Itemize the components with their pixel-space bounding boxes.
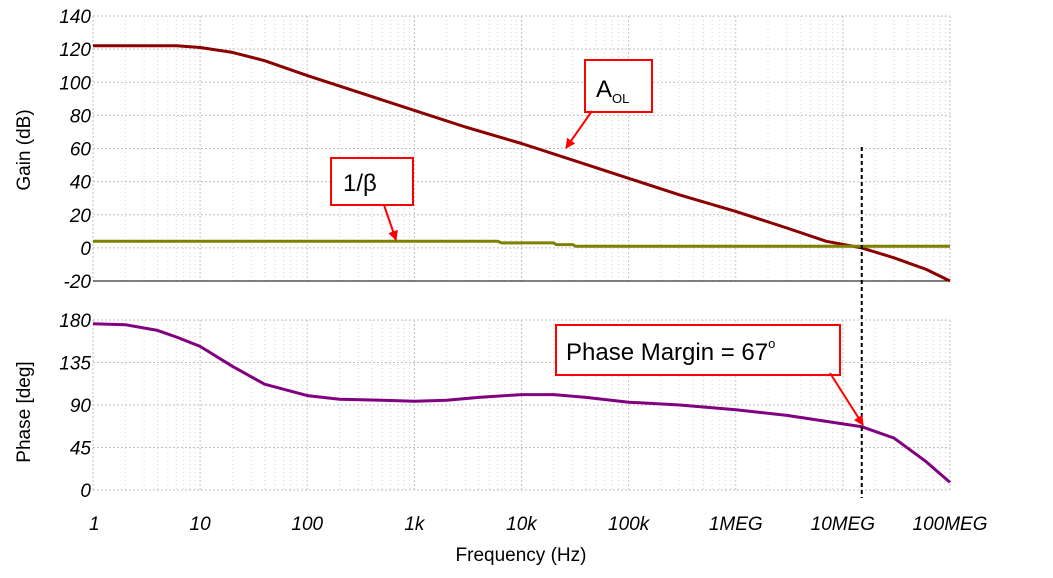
gain-y-tick-label: 40 bbox=[70, 173, 92, 194]
x-tick-label: 100 bbox=[291, 514, 323, 535]
phase-y-tick-label: 135 bbox=[59, 354, 91, 375]
gain-y-tick-label: 0 bbox=[80, 239, 91, 260]
gain-y-tick-label: 120 bbox=[59, 40, 91, 61]
aol-annotation-subscript: OL bbox=[612, 91, 629, 106]
gain-gridlines bbox=[92, 15, 951, 282]
x-tick-label: 100k bbox=[608, 514, 651, 535]
phase-margin-annotation-superscript: o bbox=[768, 336, 775, 351]
gain-y-tick-label: 100 bbox=[59, 73, 91, 94]
x-tick-label: 1MEG bbox=[709, 514, 763, 535]
aol-annotation-box bbox=[584, 59, 653, 113]
phase-y-tick-label: 180 bbox=[59, 311, 91, 332]
gain-y-tick-label: 60 bbox=[70, 140, 92, 161]
phase-margin-annotation-arrow bbox=[829, 372, 864, 426]
phase-y-tick-labels: 0 45 90 135 180 bbox=[59, 311, 91, 502]
gain-series-group bbox=[93, 44, 951, 283]
x-axis-title: Frequency (Hz) bbox=[456, 545, 587, 566]
phase-series-phase-line bbox=[92, 322, 951, 484]
phase-margin-annotation-main: Phase Margin = 67 bbox=[566, 339, 768, 366]
beta-annotation-label: 1/β bbox=[343, 170, 377, 197]
beta-annotation-box bbox=[330, 157, 414, 206]
phase-y-axis-title: Phase [deg] bbox=[14, 361, 35, 462]
aol-annotation-arrow bbox=[565, 110, 593, 149]
gain-y-tick-label: 80 bbox=[70, 106, 92, 127]
phase-y-tick-label: 45 bbox=[70, 439, 92, 460]
gain-y-tick-label: -20 bbox=[64, 272, 92, 293]
beta-annotation-arrow bbox=[383, 204, 398, 241]
phase-margin-annotation-label: Phase Margin = 67o bbox=[566, 336, 775, 366]
gain-y-tick-label: 20 bbox=[69, 206, 92, 227]
phase-series-group bbox=[92, 322, 951, 484]
aol-annotation-main: A bbox=[596, 76, 612, 103]
gain-y-tick-labels: -20 0 20 40 60 80 100 120 140 bbox=[59, 7, 91, 293]
x-tick-label: 1 bbox=[89, 514, 100, 535]
x-tick-label: 100MEG bbox=[913, 514, 988, 535]
x-tick-label: 10 bbox=[190, 514, 212, 535]
x-tick-label: 1k bbox=[404, 514, 426, 535]
phase-margin-annotation-box bbox=[555, 324, 841, 376]
gain-y-tick-label: 140 bbox=[59, 7, 91, 28]
phase-y-tick-label: 90 bbox=[70, 396, 92, 417]
gain-y-axis-title: Gain (dB) bbox=[14, 109, 35, 190]
aol-annotation-label: AOL bbox=[596, 76, 629, 106]
gain-series-1--line bbox=[93, 239, 950, 248]
x-tick-label: 10k bbox=[506, 514, 538, 535]
x-tick-labels: 1 10 100 1k 10k 100k 1MEG 10MEG 100MEG bbox=[89, 514, 987, 535]
x-tick-label: 10MEG bbox=[811, 514, 875, 535]
phase-y-tick-label: 0 bbox=[80, 481, 91, 502]
